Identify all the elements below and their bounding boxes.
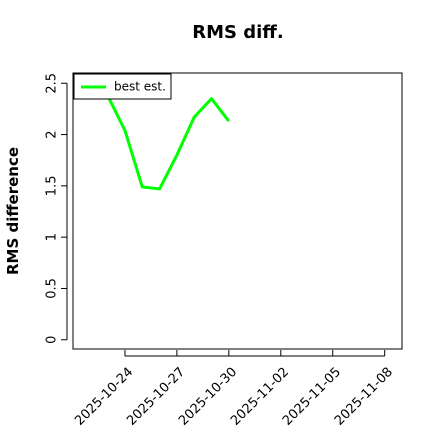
chart-title: RMS diff. — [192, 22, 283, 43]
y-axis-label: RMS difference — [4, 147, 22, 275]
legend-label: best est. — [114, 80, 166, 94]
plot-frame — [72, 72, 403, 350]
y-tick-label: 1 — [45, 233, 60, 241]
data-line — [106, 94, 231, 191]
y-tick-label: 2 — [45, 130, 60, 138]
y-tick-label: 0 — [45, 336, 60, 344]
y-tick-label: 2.5 — [45, 73, 60, 94]
y-tick-label: 1.5 — [45, 176, 60, 197]
y-tick-label: 0.5 — [45, 278, 60, 299]
legend: best est. — [73, 73, 172, 100]
